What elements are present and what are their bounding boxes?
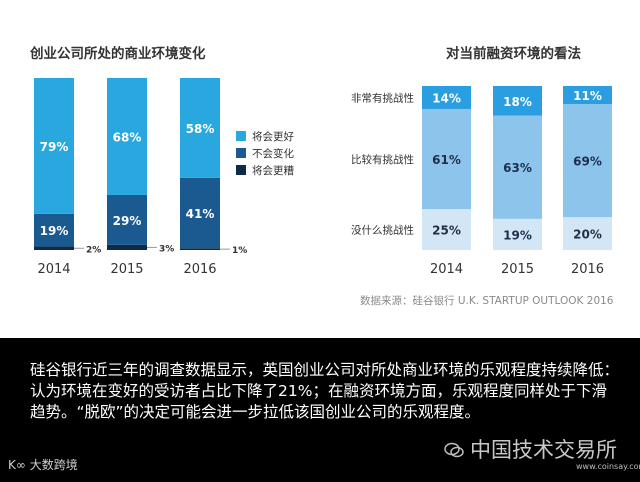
bar-2015-2 <box>107 78 147 195</box>
bar2-label-2016-2: 11% <box>573 89 602 103</box>
bar2-2014-0 <box>422 209 471 250</box>
x2-tick-2016: 2016 <box>571 262 604 277</box>
bar-label-2016-0: 1% <box>232 246 247 256</box>
bar-2015-0 <box>107 244 147 250</box>
chart1-plot: 2% 19% 79% 2014 3% 29% 68% 2015 1% 41% 58% 2016 将会更好… <box>34 78 294 277</box>
row-label-1: 比较有挑战性 <box>351 153 414 166</box>
bar2-2016-0 <box>563 217 612 250</box>
watermark-left-text: 大数跨境 <box>29 458 78 472</box>
bar2-2015-1 <box>493 115 542 219</box>
x2-tick-2014: 2014 <box>430 262 463 277</box>
watermark-site: www.coinsay.com <box>576 462 640 471</box>
bar2-2015-2 <box>493 86 542 116</box>
caption-text: 硅谷银行近三年的调查数据显示，英国创业公司对所处商业环境的乐观程度持续降低：认为… <box>30 361 620 421</box>
chart1-title: 创业公司所处的商业环境变化 <box>29 45 206 62</box>
bar2-label-2016-0: 20% <box>573 228 602 242</box>
chart2-plot: 25% 61% 14% 2014 19% 63% 18% 2015 20% 69% 11% 2016 没… <box>351 86 612 277</box>
bar-2016-1 <box>180 177 220 249</box>
bar2-2016-2 <box>563 86 612 105</box>
bar2-label-2014-0: 25% <box>432 224 461 238</box>
row-label-2: 非常有挑战性 <box>351 91 414 104</box>
x-tick-2015: 2015 <box>110 262 143 277</box>
x-tick-2014: 2014 <box>37 262 70 277</box>
bar-label-2016-1: 41% <box>186 207 215 221</box>
bar-2016-2 <box>180 78 220 178</box>
bar-label-2015-2: 68% <box>113 130 142 144</box>
bar-2016-0 <box>180 248 220 250</box>
bar2-label-2014-2: 14% <box>432 91 461 105</box>
k-logo-icon: K∞ <box>8 458 26 472</box>
watermark-left: K∞ 大数跨境 <box>8 456 78 473</box>
bar2-label-2016-1: 69% <box>573 155 602 169</box>
bar-2014-1 <box>34 213 74 247</box>
row-label-0: 没什么挑战性 <box>351 224 414 237</box>
bar-label-2016-2: 58% <box>186 122 215 136</box>
bar2-label-2015-0: 19% <box>503 228 532 242</box>
legend-label-0: 将会更糟 <box>252 164 294 177</box>
bar2-label-2014-1: 61% <box>432 153 461 167</box>
bar-2015-1 <box>107 194 147 245</box>
legend-swatch-2 <box>236 131 246 141</box>
bar-label-2014-2: 79% <box>40 140 69 154</box>
charts-panel: 创业公司所处的商业环境变化 对当前融资环境的看法 2%19%79%20143%2… <box>29 45 614 307</box>
bar2-label-2015-1: 63% <box>503 161 532 175</box>
watermark-right: 中国技术交易所 <box>470 438 617 462</box>
chart2-title: 对当前融资环境的看法 <box>446 45 581 62</box>
bar-2014-0 <box>34 246 74 250</box>
legend-label-2: 将会更好 <box>252 130 294 143</box>
bar-label-2015-0: 3% <box>159 244 174 254</box>
bar2-2016-1 <box>563 104 612 218</box>
x2-tick-2015: 2015 <box>501 262 534 277</box>
bar-label-2014-1: 19% <box>40 224 69 238</box>
bar-label-2014-0: 2% <box>86 245 101 255</box>
caption-band: 硅谷银行近三年的调查数据显示，英国创业公司对所处商业环境的乐观程度持续降低：认为… <box>0 338 640 482</box>
bar2-2014-2 <box>422 86 471 109</box>
bar-label-2015-1: 29% <box>113 214 142 228</box>
legend-label-1: 不会变化 <box>252 147 294 160</box>
legend-swatch-1 <box>236 148 246 158</box>
bar2-2015-0 <box>493 218 542 250</box>
bar2-2014-1 <box>422 108 471 209</box>
bar2-label-2015-2: 18% <box>503 95 532 109</box>
source-note: 数据来源：硅谷银行 U.K. STARTUP OUTLOOK 2016 <box>360 294 614 307</box>
x-tick-2016: 2016 <box>183 262 216 277</box>
legend-swatch-0 <box>236 165 246 175</box>
wechat-icon <box>444 442 464 458</box>
bar-2014-2 <box>34 78 74 214</box>
